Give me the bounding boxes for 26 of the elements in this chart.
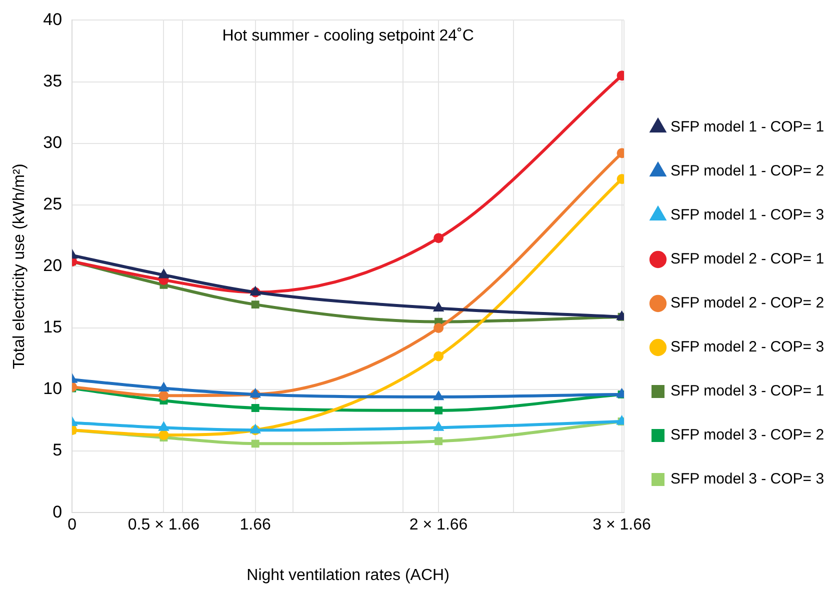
legend-label: SFP model 1 - COP= 3 <box>670 206 824 224</box>
y-tick-label: 35 <box>43 71 62 90</box>
y-tick-label: 15 <box>43 318 62 337</box>
x-tick-label: 2 × 1.66 <box>409 516 468 534</box>
x-tick-label: 0.5 × 1.66 <box>128 516 200 534</box>
y-tick-label: 0 <box>52 502 62 522</box>
x-tick-label: 3 × 1.66 <box>592 516 652 534</box>
y-tick-label: 25 <box>43 194 62 214</box>
legend-label: SFP model 3 - COP= 3 <box>670 470 824 488</box>
chart-title: Hot summer - cooling setpoint 24˚C <box>222 28 474 45</box>
legend-label: SFP model 2 - COP= 2 <box>670 294 824 312</box>
legend-label: SFP model 2 - COP= 1 <box>670 250 824 268</box>
x-tick-label: 1.66 <box>240 516 272 534</box>
y-tick-label: 30 <box>43 132 62 152</box>
legend-label: SFP model 2 - COP= 3 <box>670 338 824 356</box>
y-tick-label: 10 <box>43 379 62 398</box>
legend-label: SFP model 1 - COP= 2 <box>670 162 824 180</box>
y-tick-label: 40 <box>43 10 62 29</box>
x-tick-label: 0 <box>68 516 77 534</box>
legend-label: SFP model 3 - COP= 1 <box>670 382 824 400</box>
x-axis-title: Night ventilation rates (ACH) <box>246 566 450 584</box>
legend-label: SFP model 3 - COP= 2 <box>670 426 824 444</box>
legend-label: SFP model 1 - COP= 1 <box>670 118 824 136</box>
y-tick-label: 5 <box>52 440 62 460</box>
y-tick-label: 20 <box>43 256 62 276</box>
y-axis-title: Total electricity use (kWh/m²) <box>11 164 28 370</box>
